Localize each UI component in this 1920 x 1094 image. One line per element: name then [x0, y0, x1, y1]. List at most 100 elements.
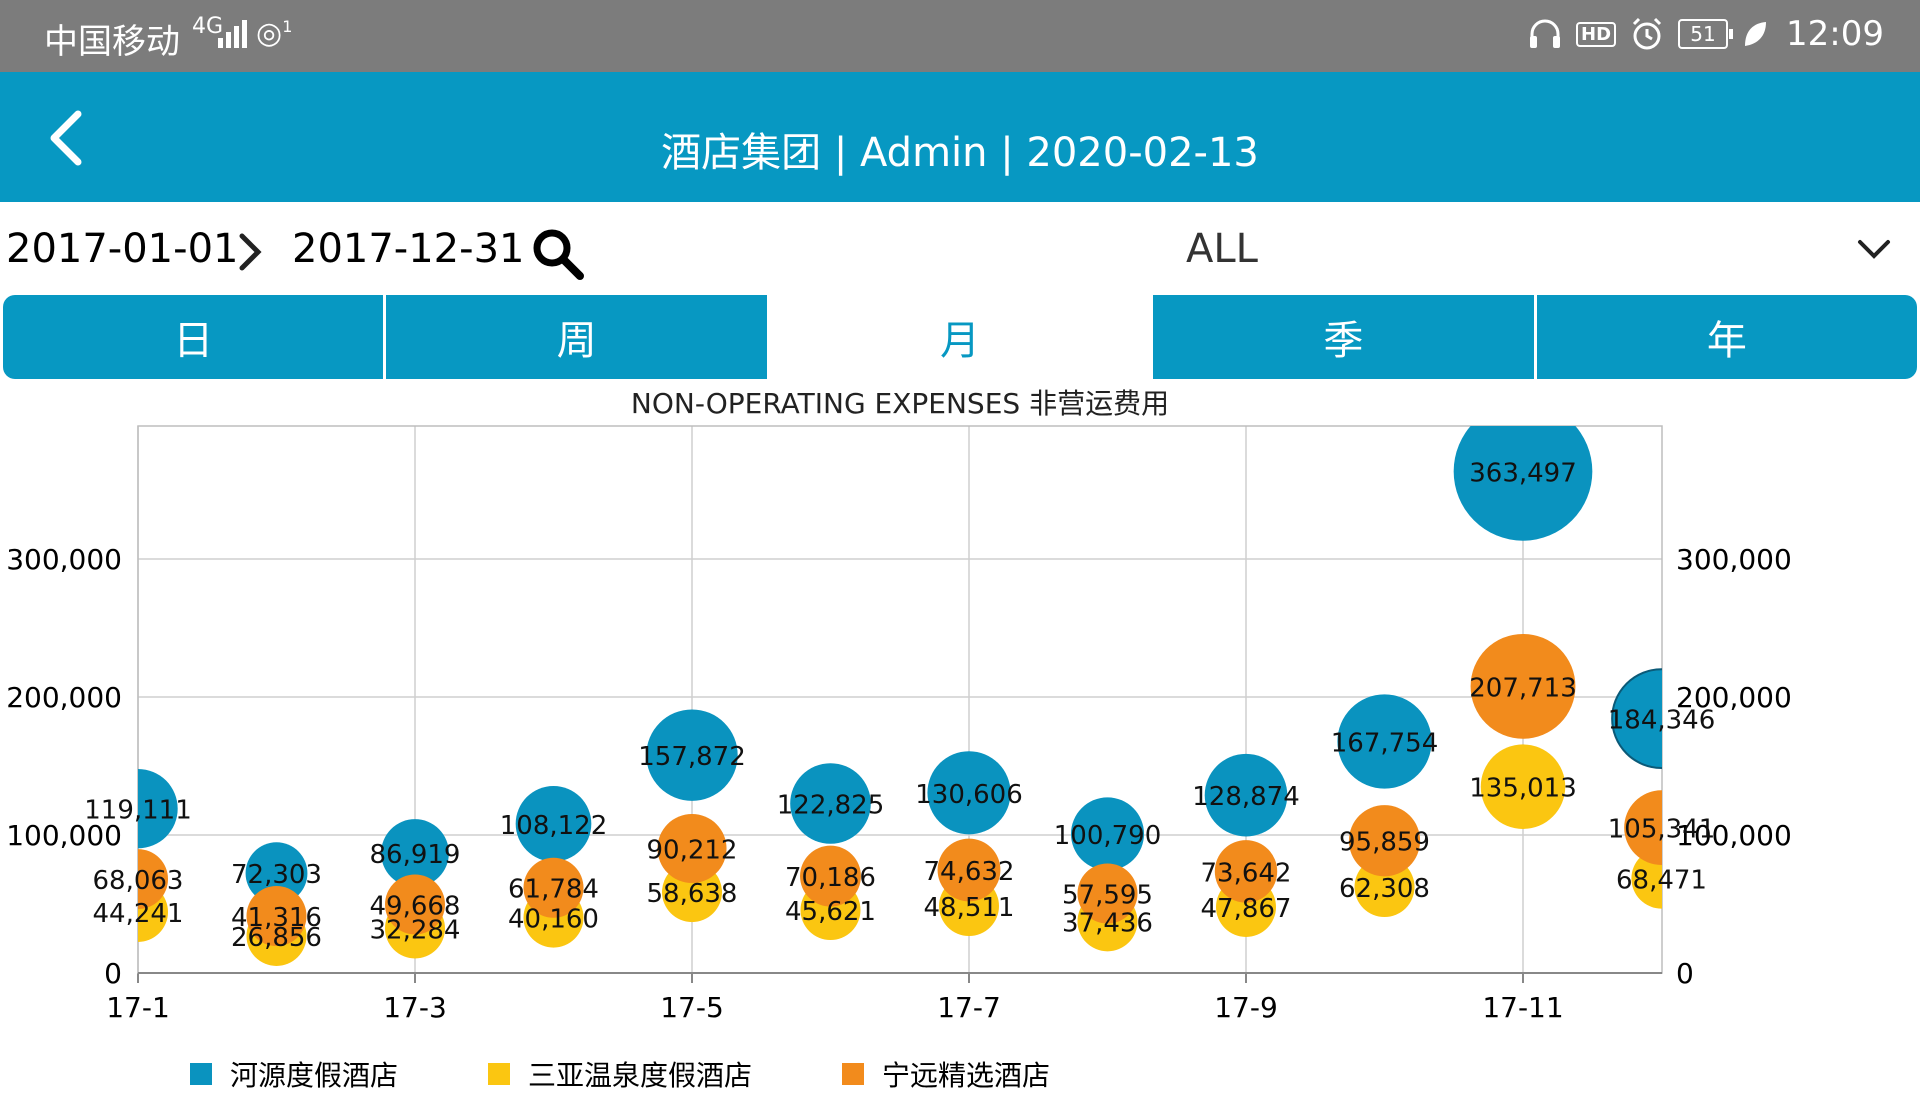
headphones-icon [1530, 19, 1560, 48]
plot-border [137, 425, 1663, 974]
status-bar: 中国移动 4G ◎1 HD 51 12:09 [0, 0, 1920, 72]
alarm-icon [1632, 17, 1662, 50]
legend-item: 宁远精选酒店 [842, 1054, 1050, 1094]
bubble-3[interactable] [1470, 633, 1576, 739]
carrier-label: 中国移动 [44, 22, 180, 62]
data-label-1: 72,303 [231, 860, 322, 890]
bubble-3[interactable] [800, 845, 861, 907]
bubble-3[interactable] [1624, 790, 1699, 865]
bubble-3[interactable] [1214, 840, 1278, 903]
bubble-1[interactable] [1453, 410, 1593, 541]
bubble-2[interactable] [1480, 744, 1566, 829]
bubble-3[interactable] [1077, 863, 1138, 924]
data-label-1: 100,790 [1054, 821, 1162, 851]
data-label-2: 26,856 [231, 923, 322, 953]
data-label-3: 49,668 [370, 891, 461, 921]
bubble-3[interactable] [1348, 805, 1421, 877]
tab-day[interactable]: 日 [3, 295, 387, 379]
data-label-2: 40,160 [508, 905, 599, 935]
data-label-1: 130,606 [915, 780, 1023, 810]
tab-week[interactable]: 周 [386, 295, 770, 379]
network-type-label: 4G [192, 14, 224, 39]
bubble-3[interactable] [657, 813, 727, 884]
y-tick-label-left: 100,000 [6, 819, 122, 852]
chart-title: NON-OPERATING EXPENSES 非营运费用 [630, 387, 1170, 420]
y-tick-label-left: 300,000 [6, 543, 122, 576]
legend-item: 河源度假酒店 [190, 1054, 398, 1094]
bubble-1[interactable] [646, 709, 738, 801]
battery-icon: 51 [1678, 19, 1734, 49]
y-tick-label-right: 300,000 [1676, 543, 1792, 576]
bubble-1[interactable] [245, 842, 308, 905]
data-label-1: 122,825 [777, 791, 885, 821]
y-tick-label-right: 0 [1676, 957, 1694, 990]
x-tick-label: 17-11 [1482, 991, 1563, 1024]
data-label-1: 167,754 [1331, 728, 1439, 758]
bubble-3[interactable] [246, 885, 307, 946]
tab-year[interactable]: 年 [1536, 295, 1917, 379]
data-label-2: 48,511 [924, 893, 1015, 923]
tab-month[interactable]: 月 [769, 295, 1154, 379]
bubble-1[interactable] [1337, 694, 1432, 789]
chevron-left-icon[interactable] [42, 108, 90, 168]
data-label-3: 41,316 [231, 903, 322, 933]
leaf-icon [1745, 22, 1767, 46]
chevron-right-icon [239, 233, 262, 271]
y-tick-label-right: 100,000 [1676, 819, 1792, 852]
legend-label-3: 宁远精选酒店 [882, 1059, 1051, 1092]
data-label-2: 68,471 [1616, 866, 1707, 896]
data-label-3: 95,859 [1339, 828, 1430, 858]
bubble-3[interactable] [385, 874, 445, 935]
bubble-1[interactable] [1070, 797, 1145, 871]
x-tick-label: 17-5 [660, 991, 724, 1024]
data-label-1: 157,872 [638, 742, 746, 772]
app-bar: 酒店集团 | Admin | 2020-02-13 [0, 72, 1920, 202]
legend-item: 三亚温泉度假酒店 [488, 1054, 752, 1094]
hotspot-icon: ◎1 [256, 16, 293, 51]
hotspot-count: 1 [282, 17, 293, 36]
bubble-1[interactable] [790, 763, 871, 844]
tab-quarter[interactable]: 季 [1153, 295, 1537, 379]
data-label-2: 135,013 [1469, 774, 1577, 804]
data-label-3: 68,063 [93, 866, 184, 896]
bubbles-group [98, 410, 1711, 966]
chevron-down-icon[interactable] [1856, 238, 1892, 262]
hotel-select[interactable]: ALL [1186, 226, 1258, 272]
search-icon[interactable] [530, 226, 586, 282]
bubble-1[interactable] [515, 785, 592, 862]
bubble-3[interactable] [108, 849, 168, 910]
data-label-1: 184,346 [1608, 706, 1716, 736]
data-label-2: 62,308 [1339, 874, 1430, 904]
bubble-3[interactable] [523, 857, 584, 918]
data-label-3: 57,595 [1062, 881, 1153, 911]
legend-label-2: 三亚温泉度假酒店 [528, 1059, 753, 1092]
bubble-3[interactable] [937, 838, 1001, 902]
end-date-field[interactable]: 2017-12-31 [292, 226, 525, 272]
data-label-1: 128,874 [1192, 782, 1300, 812]
data-label-3: 61,784 [508, 875, 599, 905]
data-label-1: 86,919 [370, 840, 461, 870]
x-tick-label: 17-9 [1214, 991, 1278, 1024]
signal-icon [218, 20, 247, 48]
bubble-1[interactable] [381, 819, 449, 887]
y-tick-label-left: 0 [104, 957, 122, 990]
bubble-1[interactable] [927, 751, 1011, 835]
data-label-3: 90,212 [647, 836, 738, 866]
clock: 12:09 [1786, 14, 1884, 54]
legend-swatch-3 [842, 1063, 865, 1085]
start-date-field[interactable]: 2017-01-01 [6, 226, 239, 272]
bubble-1[interactable] [1611, 668, 1711, 769]
data-label-1: 119,111 [84, 796, 192, 826]
y-tick-label-right: 200,000 [1676, 681, 1792, 714]
bubble-1[interactable] [1204, 753, 1288, 837]
data-label-3: 207,713 [1469, 673, 1577, 703]
data-label-1: 108,122 [500, 811, 608, 841]
data-label-2: 45,621 [785, 897, 876, 927]
y-tick-label-left: 200,000 [6, 681, 122, 714]
data-label-2: 58,638 [647, 879, 738, 909]
chart-legend: 河源度假酒店 三亚温泉度假酒店 宁远精选酒店 [190, 1054, 1140, 1094]
period-tabs: 日 周 月 季 年 [3, 295, 1917, 379]
data-label-3: 73,642 [1201, 858, 1292, 888]
bubble-1[interactable] [98, 768, 178, 849]
x-tick-label: 17-1 [106, 991, 170, 1024]
